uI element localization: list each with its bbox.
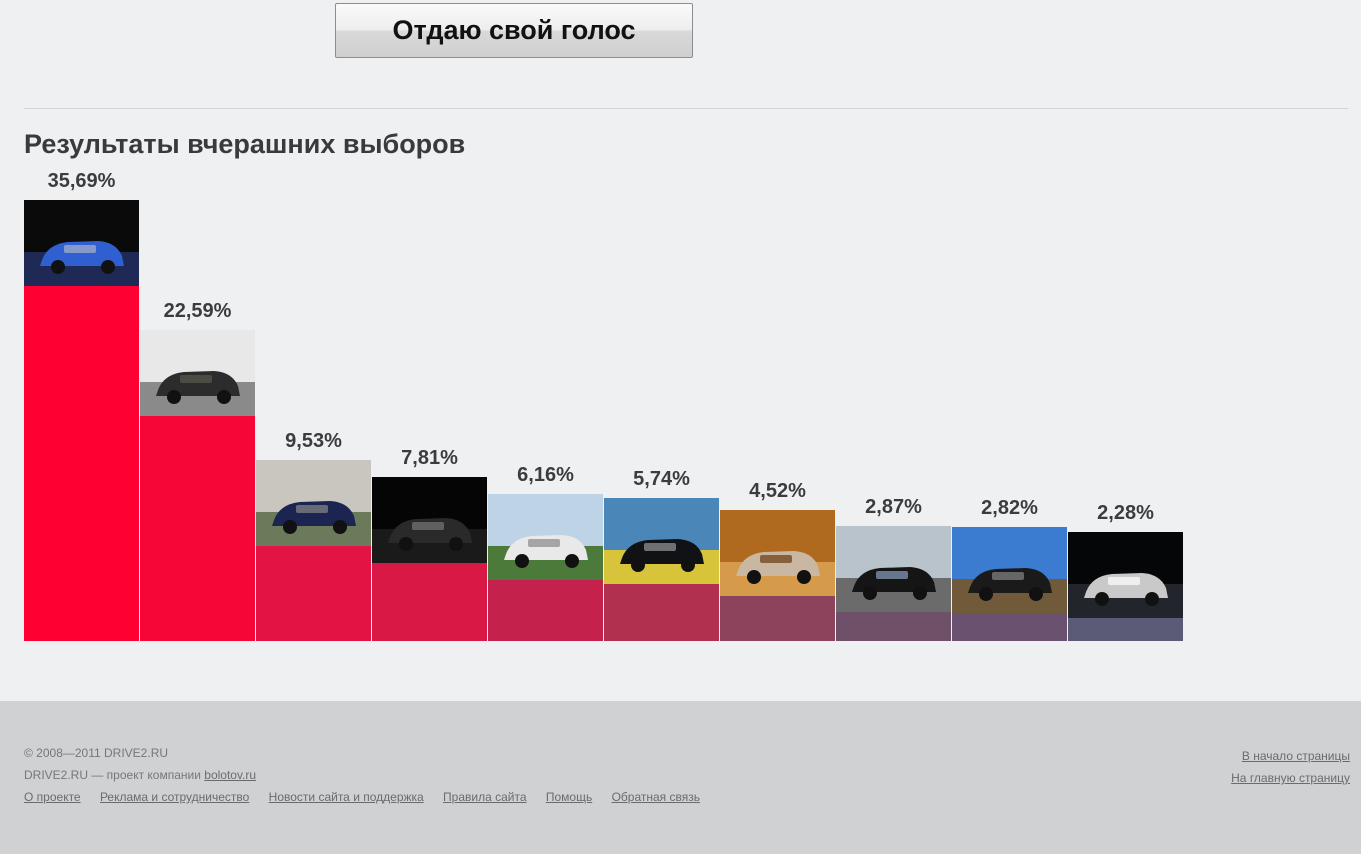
project-info: DRIVE2.RU — проект компании bolotov.ru (24, 768, 256, 782)
bar-column: 35,69% (24, 170, 139, 641)
bar-column: 6,16% (488, 464, 603, 641)
bar-fill (24, 286, 139, 641)
bar-column: 4,52% (720, 480, 835, 641)
footer-link-advertising[interactable]: Реклама и сотрудничество (99, 790, 250, 804)
bar-fill (256, 546, 371, 641)
bar-column: 2,87% (836, 496, 951, 641)
to-top-link[interactable]: В начало страницы (1241, 749, 1350, 763)
blue-hatchback-photo[interactable] (24, 200, 139, 286)
footer: © 2008—2011 DRIVE2.RU DRIVE2.RU — проект… (0, 701, 1361, 854)
orange-sedan-autumn-photo[interactable] (720, 510, 835, 596)
bar-column: 2,28% (1068, 502, 1183, 641)
bar-percent-label: 7,81% (401, 447, 458, 469)
project-text: DRIVE2.RU — проект компании (24, 768, 205, 782)
bar-percent-label: 2,28% (1097, 502, 1154, 524)
bar-column: 9,53% (256, 430, 371, 641)
bar-column: 7,81% (372, 447, 487, 641)
results-title: Результаты вчерашних выборов (24, 129, 466, 159)
bar-percent-label: 2,87% (865, 496, 922, 518)
bar-fill (720, 596, 835, 641)
bar-fill (952, 613, 1067, 641)
footer-nav: О проекте Реклама и сотрудничество Новос… (24, 790, 716, 804)
bar-percent-label: 9,53% (285, 430, 342, 452)
bar-percent-label: 2,82% (981, 497, 1038, 519)
bar-fill (488, 580, 603, 641)
footer-link-about[interactable]: О проекте (24, 790, 81, 804)
bar-column: 22,59% (140, 300, 255, 641)
offroad-suv-photo[interactable] (140, 330, 255, 416)
to-home-link[interactable]: На главную страницу (1231, 771, 1350, 785)
headlights-night-photo[interactable] (1068, 532, 1183, 618)
bar-fill (140, 416, 255, 641)
child-with-car-photo[interactable] (836, 526, 951, 612)
bar-column: 2,82% (952, 497, 1067, 641)
divider (24, 108, 1348, 109)
black-sedan-photo[interactable] (952, 527, 1067, 613)
copyright: © 2008—2011 DRIVE2.RU (24, 746, 169, 760)
black-hatchback-graffiti-photo[interactable] (604, 498, 719, 584)
footer-link-rules[interactable]: Правила сайта (443, 790, 527, 804)
bar-fill (836, 612, 951, 641)
night-car-photo[interactable] (372, 477, 487, 563)
vote-button[interactable]: Отдаю свой голос (335, 3, 693, 58)
bar-percent-label: 4,52% (749, 480, 806, 502)
white-lada-wagon-photo[interactable] (488, 494, 603, 580)
bar-percent-label: 35,69% (47, 170, 116, 192)
bar-percent-label: 6,16% (517, 464, 574, 486)
bar-percent-label: 5,74% (633, 468, 690, 490)
bar-fill (372, 563, 487, 641)
results-chart: 35,69% 22,59% 9,53% 7,81% 6,16% 5,74% 4,52% 2,8… (24, 170, 1224, 641)
bar-fill (604, 584, 719, 641)
bar-column: 5,74% (604, 468, 719, 641)
dark-sedan-photo[interactable] (256, 460, 371, 546)
footer-link-feedback[interactable]: Обратная связь (611, 790, 700, 804)
bar-percent-label: 22,59% (163, 300, 232, 322)
footer-link-news[interactable]: Новости сайта и поддержка (268, 790, 424, 804)
footer-link-help[interactable]: Помощь (545, 790, 593, 804)
company-link[interactable]: bolotov.ru (204, 768, 257, 782)
bar-fill (1068, 618, 1183, 641)
